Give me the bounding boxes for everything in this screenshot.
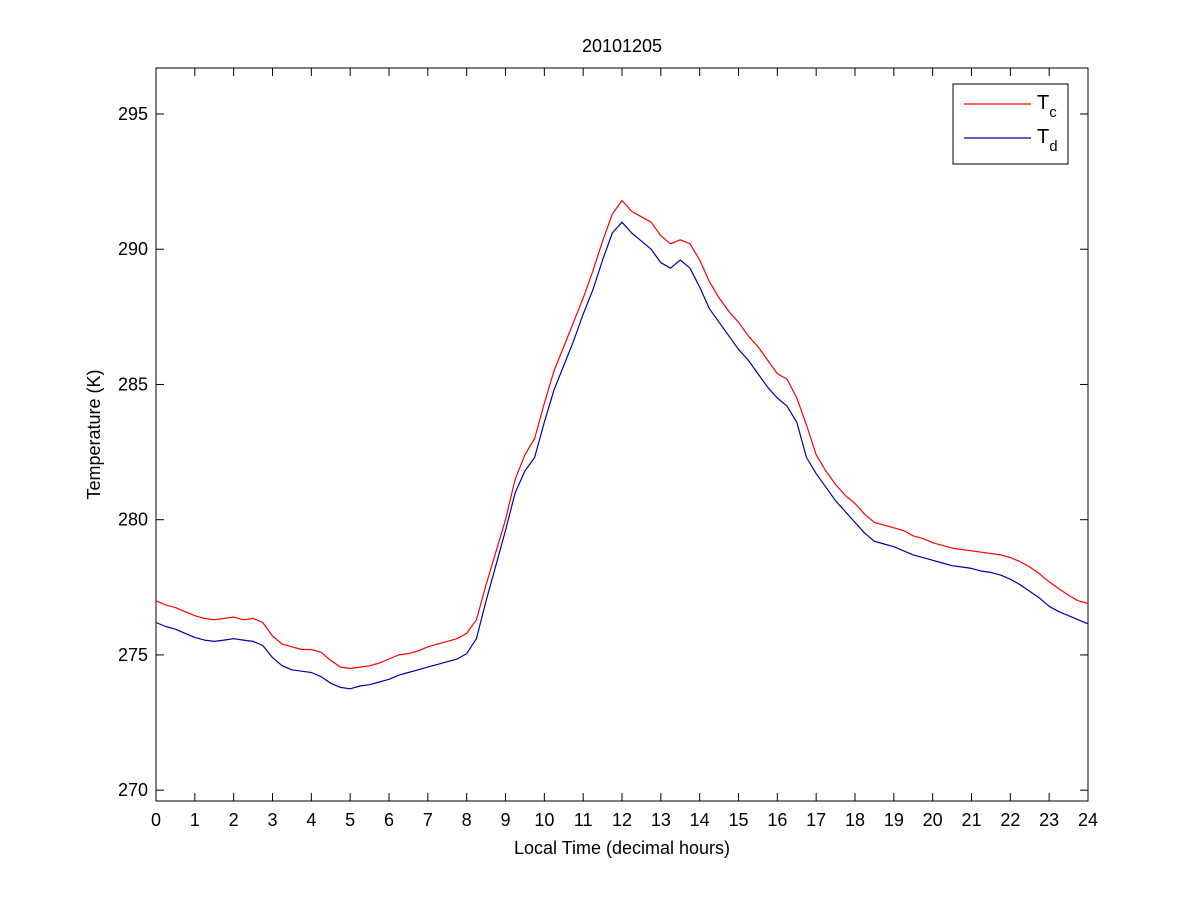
x-tick-label: 18 [845, 810, 865, 830]
x-tick-label: 7 [423, 810, 433, 830]
series-line-Td [155, 221, 1089, 690]
y-tick-label: 285 [118, 374, 148, 394]
x-tick-label: 16 [767, 810, 787, 830]
x-tick-label: 22 [1000, 810, 1020, 830]
x-tick-label: 19 [884, 810, 904, 830]
chart-title: 20101205 [582, 36, 662, 56]
y-tick-label: 275 [118, 645, 148, 665]
x-tick-label: 9 [500, 810, 510, 830]
x-tick-label: 15 [728, 810, 748, 830]
x-tick-label: 4 [306, 810, 316, 830]
y-tick-label: 270 [118, 780, 148, 800]
x-tick-label: 1 [190, 810, 200, 830]
x-tick-label: 10 [534, 810, 554, 830]
y-tick-label: 295 [118, 104, 148, 124]
y-tick-label: 280 [118, 510, 148, 530]
y-tick-label: 290 [118, 239, 148, 259]
x-tick-label: 11 [574, 810, 593, 830]
series-lines [155, 199, 1089, 690]
axis-labels: 20101205 Local Time (decimal hours) Temp… [84, 36, 730, 858]
x-tick-label: 13 [651, 810, 671, 830]
y-axis-label: Temperature (K) [84, 369, 104, 499]
x-tick-label: 3 [267, 810, 277, 830]
plot-area-frame [155, 67, 1089, 802]
x-tick-label: 17 [806, 810, 826, 830]
x-tick-label: 21 [961, 810, 981, 830]
legend-label-subscript: c [1049, 104, 1057, 121]
x-tick-label: 12 [612, 810, 632, 830]
legend-box [952, 83, 1069, 165]
x-tick-label: 0 [151, 810, 161, 830]
x-tick-label: 5 [345, 810, 355, 830]
x-tick-label: 23 [1039, 810, 1059, 830]
x-tick-label: 24 [1078, 810, 1098, 830]
series-line-Tc [155, 199, 1089, 670]
x-axis-label: Local Time (decimal hours) [514, 838, 730, 858]
legend-label-subscript: d [1049, 138, 1057, 155]
x-tick-label: 20 [923, 810, 943, 830]
x-tick-label: 2 [229, 810, 239, 830]
x-tick-label: 8 [462, 810, 472, 830]
axes: 0 1 2 3 4 5 6 7 8 9 10 11 12 13 14 15 16 17 18 19 20 21 22 23 24… [118, 67, 1098, 830]
x-tick-label: 14 [690, 810, 710, 830]
x-tick-label: 6 [384, 810, 394, 830]
